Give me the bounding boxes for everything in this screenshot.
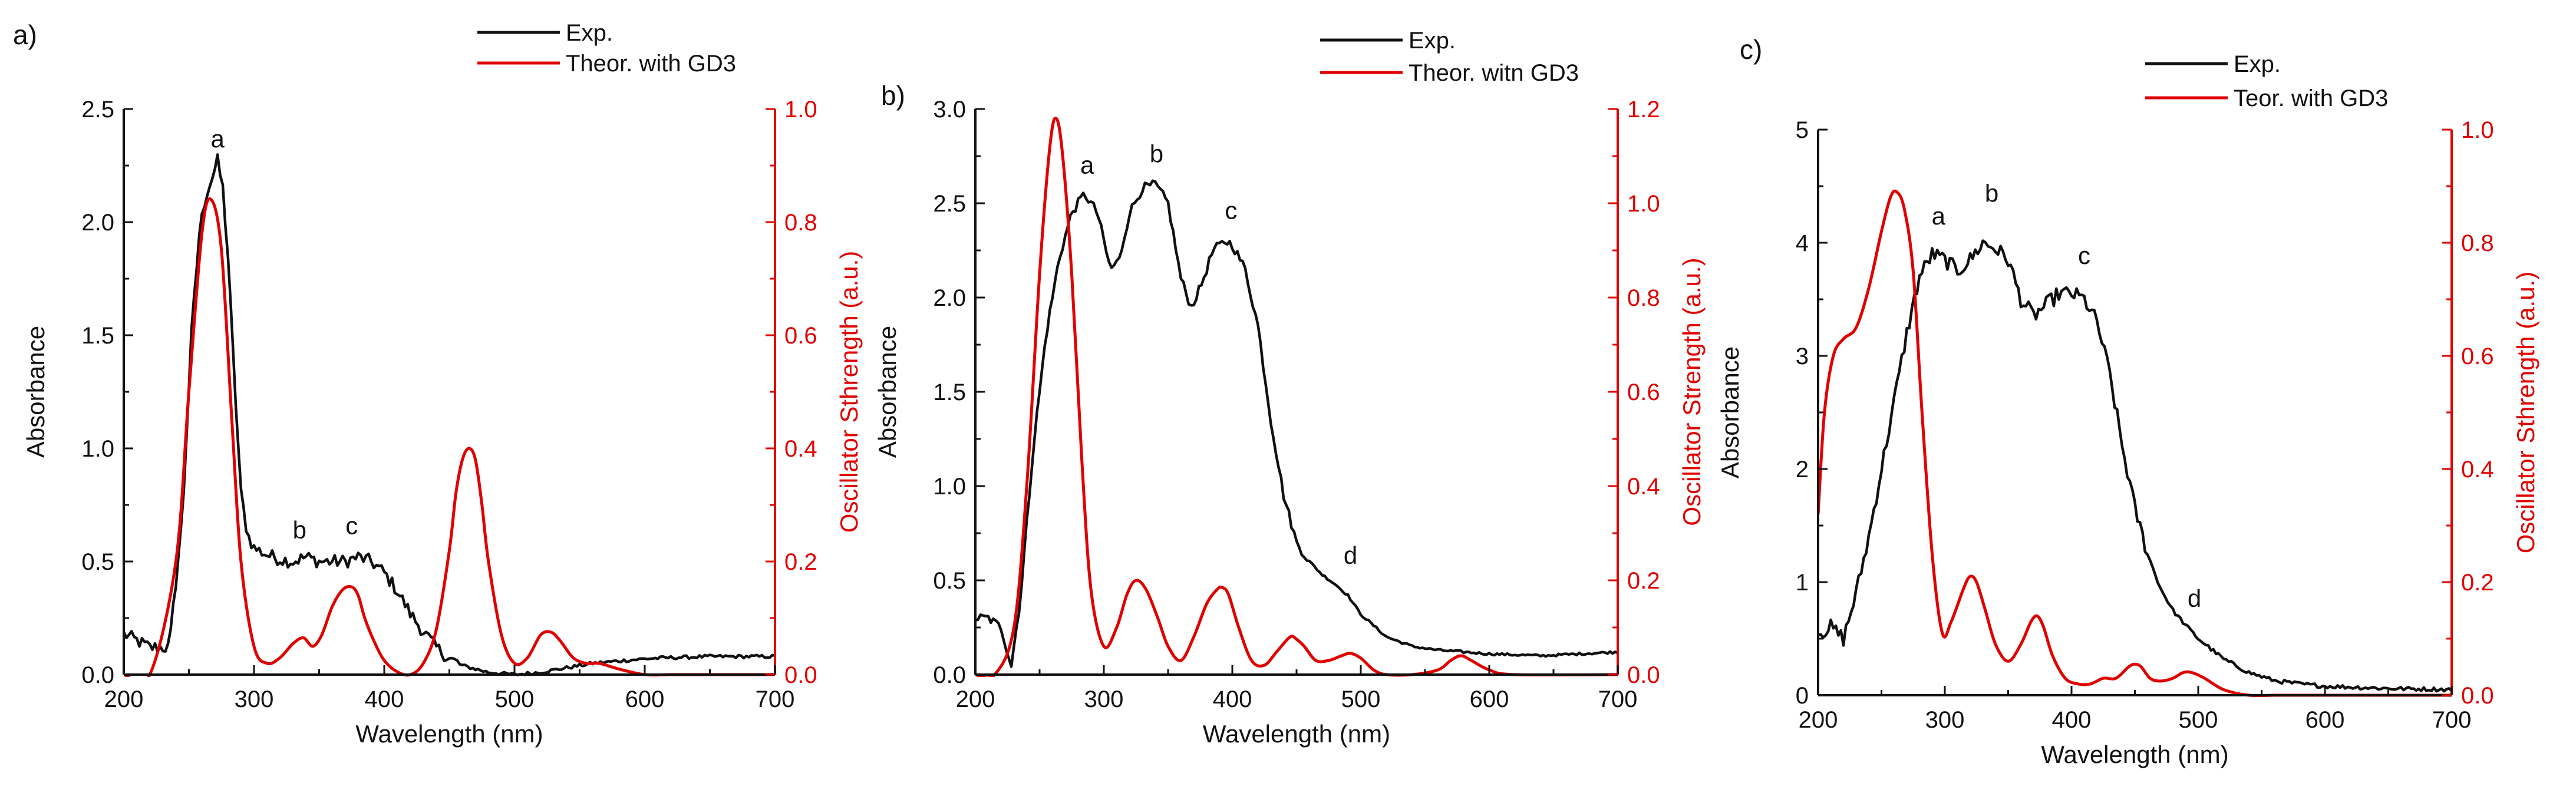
y-tick-label: 1 <box>1796 570 1809 596</box>
x-tick-label: 200 <box>1799 707 1838 733</box>
series-line-theor <box>1818 189 2452 698</box>
x-tick-label: 600 <box>625 686 665 712</box>
x-tick-label: 200 <box>956 686 995 712</box>
y-tick-label: 0 <box>1796 683 1809 709</box>
y-tick-label: 0.5 <box>933 568 966 594</box>
x-tick-label: 600 <box>2305 707 2345 733</box>
y-tick-label: 1.5 <box>933 379 966 405</box>
x-tick-label: 300 <box>235 686 274 712</box>
panel-label: a) <box>13 19 37 50</box>
panel-label: c) <box>1740 34 1762 65</box>
peak-label: b <box>1985 179 1998 207</box>
y-tick-label: 5 <box>1796 117 1809 143</box>
x-tick-label: 200 <box>104 686 144 712</box>
peak-label: c <box>1225 196 1237 224</box>
x-axis-title: Wavelength (nm) <box>355 720 543 748</box>
legend-label: Exp. <box>2234 51 2281 77</box>
legend-label: Theor. witn GD3 <box>1409 60 1579 86</box>
y-right-axis-title: Oscillator Sthrength (a.u.) <box>2512 272 2539 554</box>
y-right-axis-title: Oscillator Sthrength (a.u.) <box>835 251 863 533</box>
x-tick-label: 600 <box>1470 686 1509 712</box>
x-tick-label: 700 <box>756 686 795 712</box>
legend-label: Theor. with GD3 <box>566 51 736 77</box>
x-tick-label: 400 <box>2052 707 2092 733</box>
y-tick-label: 2.0 <box>81 210 114 236</box>
x-axis-title: Wavelength (nm) <box>2041 741 2228 768</box>
y-tick-label: 4 <box>1796 230 1809 256</box>
y-tick-label: 3.0 <box>933 97 966 123</box>
chart-panel-a: 200 300 400 500 600 7000.00.51.01.52.02.50.00… <box>13 19 863 748</box>
peak-label: c <box>2078 242 2090 269</box>
legend-label: Exp. <box>1409 28 1456 54</box>
y-right-tick-label: 0.4 <box>1627 474 1660 500</box>
legend-label: Teor. with GD3 <box>2234 85 2388 111</box>
x-tick-label: 500 <box>495 686 535 712</box>
y-right-tick-label: 0.6 <box>2461 343 2494 369</box>
y-tick-label: 0.5 <box>81 549 114 575</box>
y-axis-title: Absorbance <box>1716 346 1744 478</box>
y-right-tick-label: 0.0 <box>784 662 817 688</box>
x-axis-title: Wavelength (nm) <box>1203 720 1390 748</box>
y-right-tick-label: 0.4 <box>2461 457 2494 483</box>
y-right-tick-label: 1.0 <box>784 97 817 123</box>
y-right-tick-label: 0.2 <box>784 549 817 575</box>
series-line-theor <box>124 197 775 677</box>
y-axis-title: Absorbance <box>22 326 50 458</box>
y-right-tick-label: 0.8 <box>784 210 817 236</box>
x-tick-label: 500 <box>2179 707 2218 733</box>
y-tick-label: 1.5 <box>81 323 114 349</box>
peak-label: a <box>210 125 225 153</box>
y-tick-label: 2 <box>1796 457 1809 483</box>
peak-label: a <box>1080 151 1094 179</box>
y-tick-label: 2.5 <box>81 97 114 123</box>
series-line-exp <box>124 153 775 676</box>
x-tick-label: 400 <box>365 686 404 712</box>
y-right-tick-label: 0.8 <box>1627 285 1660 311</box>
y-tick-label: 2.0 <box>933 285 966 311</box>
panel-label: b) <box>881 80 905 111</box>
y-right-tick-label: 0.6 <box>1627 379 1660 405</box>
x-tick-label: 700 <box>1598 686 1638 712</box>
y-right-tick-label: 1.0 <box>1627 191 1660 217</box>
y-right-tick-label: 0.2 <box>2461 570 2494 596</box>
peak-label: b <box>1150 140 1163 167</box>
y-axis-title: Absorbance <box>873 326 901 458</box>
chart-panel-b: 200 300 400 500 600 7000.00.51.01.52.02.53.00… <box>873 28 1706 748</box>
x-tick-label: 300 <box>1925 707 1965 733</box>
y-right-tick-label: 0.6 <box>784 323 817 349</box>
y-right-tick-label: 0.4 <box>784 436 817 462</box>
y-right-axis-title: Oscillator Strength (a.u.) <box>1678 257 1706 526</box>
series-line-exp <box>975 179 1618 668</box>
x-tick-label: 700 <box>2432 707 2472 733</box>
peak-label: c <box>345 511 358 539</box>
legend-label: Exp. <box>566 20 613 46</box>
x-tick-label: 300 <box>1084 686 1124 712</box>
y-tick-label: 2.5 <box>933 191 966 217</box>
y-tick-label: 0.0 <box>933 662 966 688</box>
chart-panel-c: 200 300 400 500 600 700 0 1 2 3 4 5 0.0 0.2 0.4 0.6 0.8 1… <box>1716 34 2539 768</box>
y-right-tick-label: 0.2 <box>1627 568 1660 594</box>
y-tick-label: 3 <box>1796 343 1809 369</box>
y-right-tick-label: 1.2 <box>1627 97 1660 123</box>
peak-label: a <box>1932 202 1946 230</box>
series-line-theor <box>975 116 1618 677</box>
peak-label: d <box>1344 541 1357 569</box>
x-tick-label: 400 <box>1213 686 1252 712</box>
peak-label: d <box>2188 584 2201 612</box>
y-tick-label: 1.0 <box>81 436 114 462</box>
y-right-tick-label: 0.0 <box>1627 662 1660 688</box>
series-line-exp <box>1818 239 2452 693</box>
y-tick-label: 0.0 <box>81 662 114 688</box>
y-right-tick-label: 1.0 <box>2461 117 2494 143</box>
y-right-tick-label: 0.8 <box>2461 230 2494 256</box>
x-tick-label: 500 <box>1341 686 1381 712</box>
y-right-tick-label: 0.0 <box>2461 683 2494 709</box>
y-tick-label: 1.0 <box>933 474 966 500</box>
peak-label: b <box>293 516 306 544</box>
